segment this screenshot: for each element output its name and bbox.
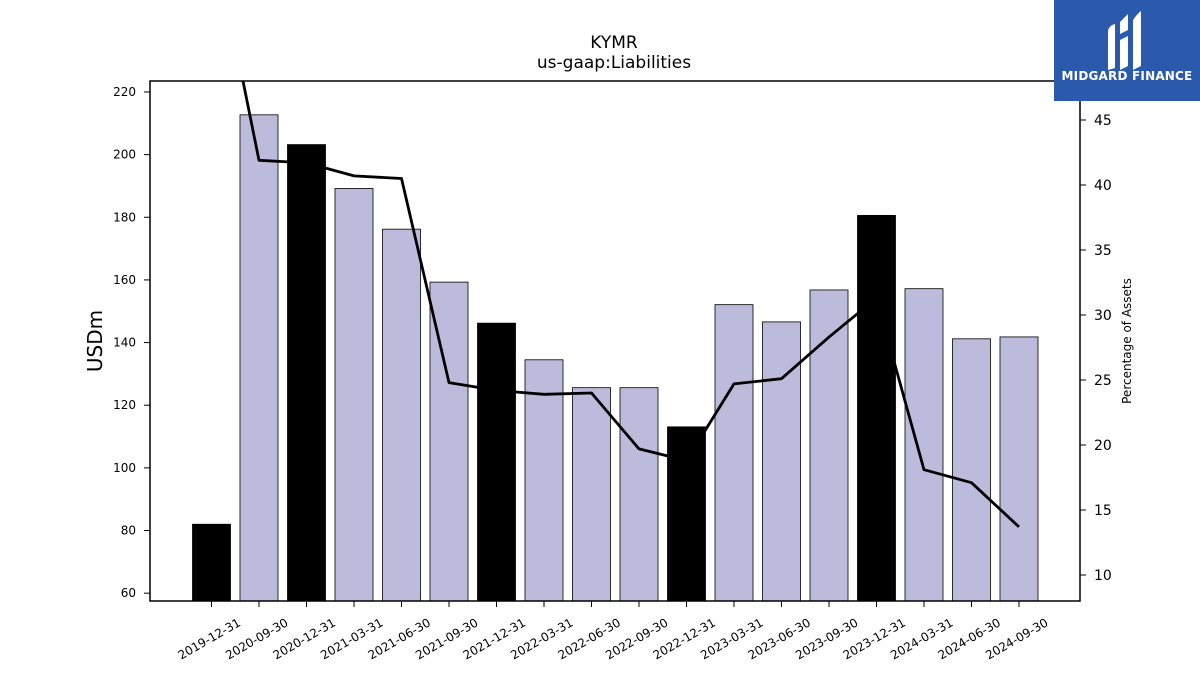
bar-2021-09-30 [429,281,469,601]
bar-2021-06-30 [382,228,421,601]
bar-2021-03-31 [334,188,374,601]
bar-2019-12-31 [192,523,231,601]
brand-logo: MIDGARD FINANCE [1054,0,1200,101]
bar-2022-12-31 [667,426,706,601]
bar-2022-03-31 [524,359,564,601]
plot-area [149,80,1081,602]
y2-tick-label: 15 [1094,503,1112,519]
y-tick-label: 160 [113,273,136,287]
bar-2022-06-30 [572,387,611,601]
y2-tick-label: 30 [1094,308,1112,324]
y2-tick-label: 25 [1094,373,1112,389]
plot-frame [149,80,1081,602]
y2-tick-label: 20 [1094,438,1112,454]
y-tick-label: 80 [121,524,136,538]
bar-2020-09-30 [239,114,279,601]
bar-2023-12-31 [857,214,896,601]
bar-2024-06-30 [952,338,991,601]
y2-tick-label: 40 [1094,178,1112,194]
bar-2024-09-30 [999,336,1039,601]
bar-2024-03-31 [904,288,944,601]
bar-2023-09-30 [809,289,849,601]
y-tick-label: 220 [113,85,136,99]
brand-name: MIDGARD FINANCE [1061,69,1193,83]
y2-tick-label: 10 [1094,568,1112,584]
bar-2023-06-30 [762,321,801,601]
chart-title: KYMR [590,33,638,53]
y-tick-label: 100 [113,461,136,475]
y-tick-label: 60 [121,586,136,600]
y2-tick-label: 45 [1094,113,1112,129]
y2-axis-label: Percentage of Assets [1120,278,1134,404]
chart-subtitle: us-gaap:Liabilities [537,53,691,73]
bar-2023-03-31 [714,304,754,601]
percentage-line [241,81,1020,528]
y-tick-label: 180 [113,210,136,224]
y-tick-label: 200 [113,148,136,162]
y-tick-label: 140 [113,336,136,350]
bar-2020-12-31 [287,144,326,601]
y2-tick-label: 35 [1094,243,1112,259]
midgard-logo-icon [1108,11,1141,70]
y-tick-label: 120 [113,398,136,412]
bar-2022-09-30 [619,387,659,601]
y-axis-label: USDm [83,310,107,372]
bar-2021-12-31 [477,322,516,601]
